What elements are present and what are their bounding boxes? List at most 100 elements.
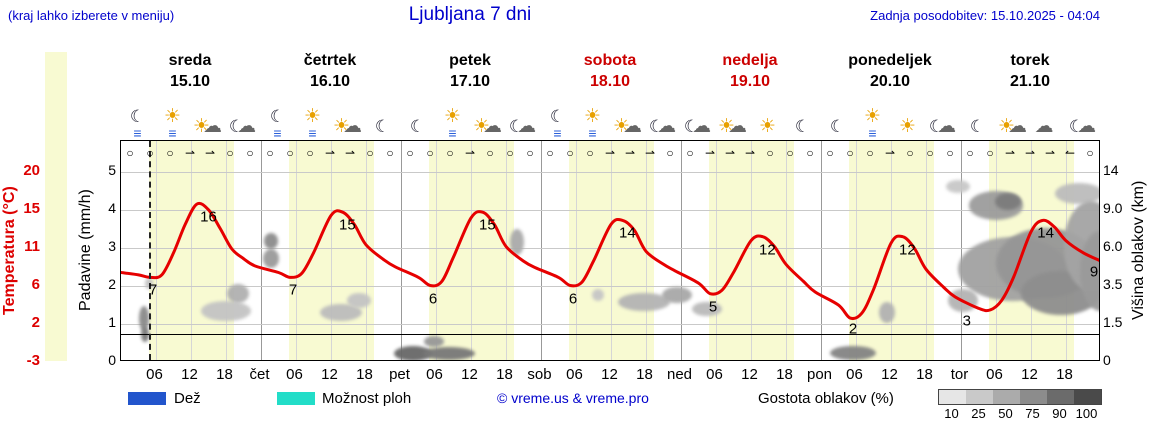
gridline-horizontal — [121, 209, 1099, 211]
time-tick-label: 18 — [496, 366, 513, 383]
sun-icon: ☀ — [717, 116, 736, 137]
wind-symbol: ⇀ — [604, 146, 616, 160]
day-header: petek 17.10 — [400, 50, 540, 92]
time-tick-label: 06 — [846, 366, 863, 383]
day-header: četrtek 16.10 — [260, 50, 400, 92]
gridline-vertical — [156, 141, 157, 360]
weather-icon: ☾ — [365, 97, 400, 139]
wind-symbol: ⇀ — [1004, 146, 1016, 160]
day-name: torek — [1010, 52, 1050, 69]
wind-symbol: ○ — [266, 146, 274, 160]
time-tick-label: pon — [806, 366, 833, 383]
wind-symbol: ○ — [686, 146, 694, 160]
gridline-horizontal — [121, 247, 1099, 249]
wind-symbol: ○ — [566, 146, 574, 160]
density-value: 10 — [944, 406, 959, 421]
wind-symbol: ○ — [226, 146, 234, 160]
wind-symbol: ○ — [966, 146, 974, 160]
sun-icon: ☀ — [443, 106, 462, 127]
weather-icon: ☾ ≡ — [120, 97, 155, 141]
wind-symbol: ⇀ — [884, 146, 896, 160]
wind-symbol: ⇀ — [724, 146, 736, 160]
cloud-icon: ☁ — [517, 116, 537, 137]
cloud-cover-blob — [879, 301, 895, 323]
weather-icon: ☀ ☁ — [995, 97, 1030, 139]
temp-value-label: 7 — [288, 281, 298, 299]
moon-icon: ☾ — [409, 117, 426, 136]
weather-icon: ☀ ☁ — [610, 97, 645, 139]
moon-icon: ☾ — [549, 107, 566, 126]
gridline-vertical — [576, 141, 577, 360]
rain-swatch — [128, 392, 166, 405]
time-tick-label: 12 — [741, 366, 758, 383]
page-title: Ljubljana 7 dni — [408, 4, 532, 25]
cloud-cover-blob — [510, 228, 525, 256]
gridline-vertical — [926, 141, 927, 360]
density-swatch — [993, 390, 1020, 404]
weather-icon: ☾ — [820, 97, 855, 139]
sun-icon: ☀ — [863, 106, 882, 127]
wind-symbol: ○ — [766, 146, 774, 160]
weather-icon: ☀ ☁ — [190, 97, 225, 139]
time-tick-label: ned — [666, 366, 693, 383]
density-swatch — [1074, 390, 1101, 404]
cloud-density-scale — [938, 389, 1102, 405]
weather-icon: ☾ ☁ — [1065, 97, 1100, 139]
sun-icon: ☀ — [192, 116, 211, 137]
showers-label: Možnost ploh — [322, 390, 412, 407]
wind-symbol: ○ — [486, 146, 494, 160]
wind-symbol: ○ — [506, 146, 514, 160]
gridline-vertical — [331, 141, 332, 360]
wind-symbol: ○ — [526, 146, 534, 160]
precipitation-tick: 5 — [108, 162, 116, 178]
temperature-tick: 6 — [31, 275, 40, 293]
moon-icon: ☾ — [508, 117, 525, 136]
time-tick-label: pet — [389, 366, 410, 383]
gridline-vertical — [191, 141, 192, 360]
fog-icon: ≡ — [308, 125, 317, 141]
density-value: 90 — [1052, 406, 1067, 421]
menu-note: (kraj lahko izberete v meniju) — [8, 8, 175, 23]
weather-icon: ☀ ☁ — [715, 97, 750, 139]
cloud-cover-blob — [994, 193, 1021, 211]
gridline-vertical — [891, 141, 892, 360]
time-tick-label: 06 — [286, 366, 303, 383]
cloud-icon: ☁ — [937, 116, 957, 137]
cloud-density-values: 10 25 50 75 90 100 — [938, 406, 1100, 421]
moon-icon: ☾ — [374, 117, 391, 136]
cloud-cover-blob — [393, 345, 432, 360]
temp-value-label: 6 — [428, 290, 438, 308]
moon-icon: ☾ — [129, 107, 146, 126]
day-date: 15.10 — [169, 73, 211, 90]
density-swatch — [1020, 390, 1047, 404]
weather-icon: ☀ ≡ — [435, 97, 470, 141]
precipitation-axis-ticks: 5 4 3 2 1 0 — [96, 151, 116, 379]
day-date: 20.10 — [869, 73, 911, 90]
credit-link[interactable]: © vreme.us & vreme.pro — [497, 390, 649, 406]
temp-value-label: 15 — [338, 216, 356, 234]
cloud-height-tick: 3.5 — [1103, 276, 1123, 292]
wind-symbol: ○ — [246, 146, 254, 160]
day-date: 17.10 — [449, 73, 491, 90]
cloud-cover-blob — [263, 248, 279, 268]
fog-icon: ≡ — [273, 125, 282, 141]
density-value: 50 — [998, 406, 1013, 421]
cloud-icon: ☁ — [728, 116, 748, 137]
gridline-vertical — [856, 141, 857, 360]
time-tick-label: 06 — [146, 366, 163, 383]
time-tick-label: sob — [527, 366, 552, 383]
cloud-icon: ☁ — [657, 116, 677, 137]
density-value: 25 — [971, 406, 986, 421]
wind-symbol: ○ — [806, 146, 814, 160]
fog-icon: ≡ — [133, 125, 142, 141]
day-name: sreda — [168, 52, 212, 69]
cloud-cover-blob — [200, 300, 252, 322]
density-swatch — [966, 390, 993, 404]
weather-icon: ☾ ☁ — [680, 97, 715, 139]
fog-icon: ≡ — [448, 125, 457, 141]
time-tick-label: 06 — [986, 366, 1003, 383]
temp-value-label: 6 — [568, 290, 578, 308]
temperature-tick: 2 — [31, 313, 40, 331]
moon-icon: ☾ — [829, 117, 846, 136]
temp-value-label: 5 — [708, 298, 718, 316]
